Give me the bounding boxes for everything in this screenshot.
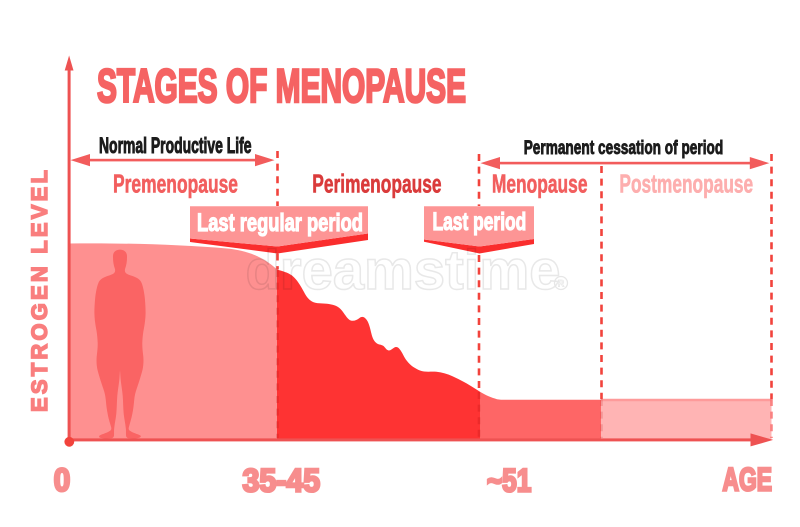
svg-text:Premenopause: Premenopause — [113, 169, 238, 199]
svg-text:STAGES OF MENOPAUSE: STAGES OF MENOPAUSE — [97, 60, 466, 113]
svg-text:0: 0 — [54, 462, 71, 498]
svg-text:R: R — [558, 279, 565, 289]
svg-text:~51: ~51 — [487, 462, 531, 498]
svg-text:Postmenopause: Postmenopause — [619, 169, 753, 199]
svg-text:35-45: 35-45 — [243, 462, 321, 498]
svg-text:Menopause: Menopause — [492, 169, 588, 199]
svg-text:Permanent cessation of period: Permanent cessation of period — [524, 137, 724, 159]
svg-text:Last regular period: Last regular period — [197, 209, 363, 237]
svg-text:Perimenopause: Perimenopause — [312, 169, 441, 199]
svg-text:Last period: Last period — [433, 208, 527, 236]
svg-text:ESTROGEN LEVEL: ESTROGEN LEVEL — [27, 170, 52, 412]
svg-text:Normal Productive Life: Normal Productive Life — [99, 133, 252, 158]
svg-text:AGE: AGE — [723, 461, 773, 497]
svg-text:dreamstime: dreamstime — [246, 238, 561, 301]
